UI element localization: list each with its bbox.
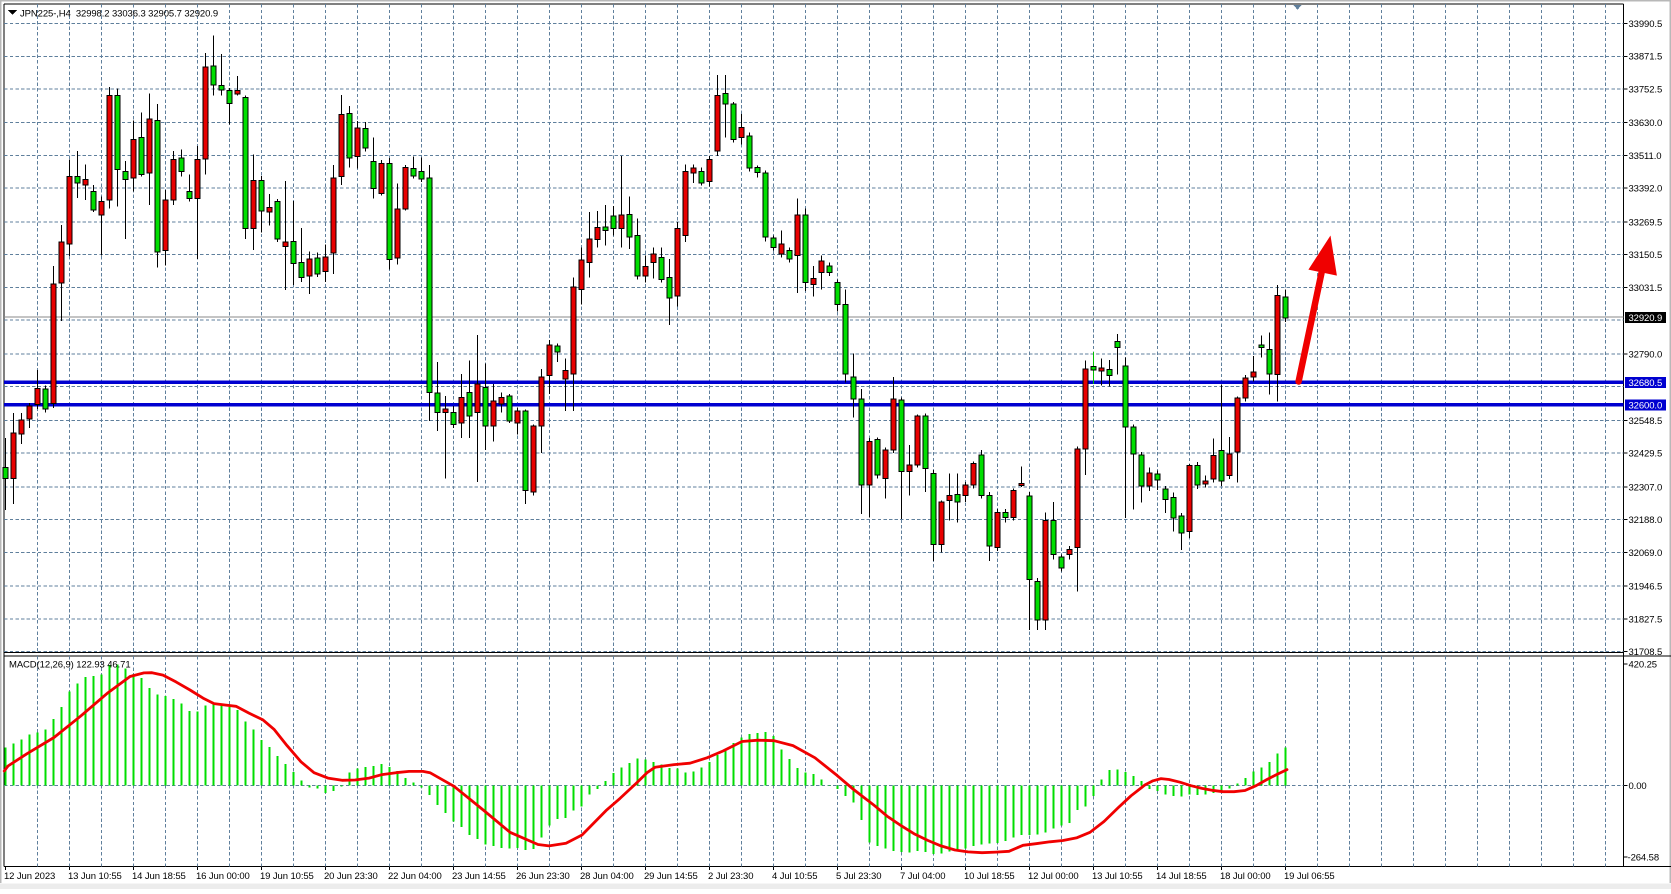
svg-text:32600.0: 32600.0	[1629, 400, 1663, 411]
svg-text:20 Jun 23:30: 20 Jun 23:30	[324, 871, 378, 882]
svg-text:19 Jul 06:55: 19 Jul 06:55	[1284, 871, 1335, 882]
svg-text:32548.5: 32548.5	[1629, 416, 1663, 427]
svg-text:22 Jun 04:00: 22 Jun 04:00	[388, 871, 442, 882]
svg-text:32920.9: 32920.9	[1629, 313, 1663, 324]
svg-text:13 Jun 10:55: 13 Jun 10:55	[68, 871, 122, 882]
svg-text:10 Jul 18:55: 10 Jul 18:55	[964, 871, 1015, 882]
svg-text:33150.5: 33150.5	[1629, 250, 1663, 261]
svg-text:26 Jun 23:30: 26 Jun 23:30	[516, 871, 570, 882]
svg-text:32069.0: 32069.0	[1629, 548, 1663, 559]
svg-text:33752.5: 33752.5	[1629, 84, 1663, 95]
svg-text:33511.0: 33511.0	[1629, 151, 1662, 162]
svg-text:12 Jun 2023: 12 Jun 2023	[4, 871, 55, 882]
svg-text:5 Jul 23:30: 5 Jul 23:30	[836, 871, 881, 882]
svg-text:32188.0: 32188.0	[1629, 515, 1663, 526]
svg-text:7 Jul 04:00: 7 Jul 04:00	[900, 871, 945, 882]
svg-text:13 Jul 10:55: 13 Jul 10:55	[1092, 871, 1143, 882]
svg-text:32429.5: 32429.5	[1629, 449, 1663, 460]
svg-text:31708.5: 31708.5	[1629, 647, 1663, 658]
svg-text:33630.0: 33630.0	[1629, 118, 1663, 129]
svg-text:31946.5: 31946.5	[1629, 582, 1663, 593]
svg-text:28 Jun 04:00: 28 Jun 04:00	[580, 871, 634, 882]
svg-text:-264.58: -264.58	[1628, 852, 1660, 863]
svg-text:33269.5: 33269.5	[1629, 217, 1663, 228]
svg-text:29 Jun 14:55: 29 Jun 14:55	[644, 871, 698, 882]
svg-text:4 Jul 10:55: 4 Jul 10:55	[772, 871, 817, 882]
svg-text:33871.5: 33871.5	[1629, 52, 1663, 63]
svg-text:2 Jul 23:30: 2 Jul 23:30	[708, 871, 753, 882]
svg-text:19 Jun 10:55: 19 Jun 10:55	[260, 871, 314, 882]
svg-text:16 Jun 00:00: 16 Jun 00:00	[196, 871, 250, 882]
svg-text:32307.0: 32307.0	[1629, 482, 1663, 493]
svg-text:14 Jun 18:55: 14 Jun 18:55	[132, 871, 186, 882]
svg-text:33990.5: 33990.5	[1629, 19, 1663, 30]
svg-text:32790.0: 32790.0	[1629, 349, 1663, 360]
svg-text:MACD(12,26,9) 122.93 46.71: MACD(12,26,9) 122.93 46.71	[9, 660, 131, 671]
svg-text:0.00: 0.00	[1629, 781, 1647, 792]
svg-text:23 Jun 14:55: 23 Jun 14:55	[452, 871, 506, 882]
svg-text:JPN225-,H4 32998.2 33036.3 32: JPN225-,H4 32998.2 33036.3 32905.7 32920…	[20, 9, 218, 20]
svg-text:33031.5: 33031.5	[1629, 283, 1663, 294]
svg-text:12 Jul 00:00: 12 Jul 00:00	[1028, 871, 1079, 882]
svg-text:420.25: 420.25	[1629, 659, 1657, 670]
svg-text:18 Jul 00:00: 18 Jul 00:00	[1220, 871, 1271, 882]
svg-text:32680.5: 32680.5	[1629, 378, 1663, 389]
svg-text:31827.5: 31827.5	[1629, 614, 1663, 625]
svg-text:14 Jul 18:55: 14 Jul 18:55	[1156, 871, 1207, 882]
svg-text:33392.0: 33392.0	[1629, 184, 1663, 195]
